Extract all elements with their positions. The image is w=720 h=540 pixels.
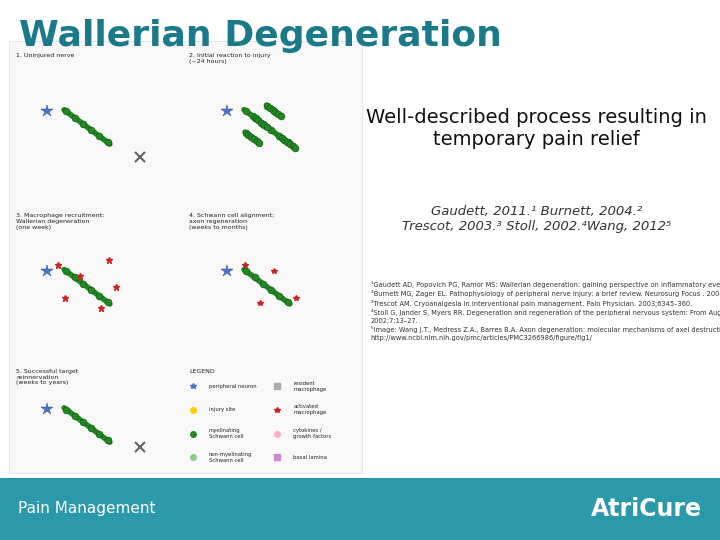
Text: AtriCure: AtriCure: [591, 497, 702, 521]
Text: myelin debris: myelin debris: [209, 478, 245, 484]
Text: Pain Management: Pain Management: [18, 502, 156, 516]
Text: 1. Uninjured nerve: 1. Uninjured nerve: [17, 53, 75, 58]
Text: injury site: injury site: [209, 407, 235, 413]
Bar: [9, 40, 362, 472]
Text: basal lamina: basal lamina: [293, 455, 327, 460]
Text: non-myelinating
Schwann cell: non-myelinating Schwann cell: [209, 452, 252, 463]
Text: peripheral neuron: peripheral neuron: [209, 383, 256, 389]
Text: 4. Schwann cell alignment;
axon regeneration
(weeks to months): 4. Schwann cell alignment; axon regenera…: [189, 213, 274, 230]
Text: Gaudett, 2011.¹ Burnett, 2004.²
Trescot, 2003.³ Stoll, 2002.⁴Wang, 2012⁵: Gaudett, 2011.¹ Burnett, 2004.² Trescot,…: [402, 205, 671, 233]
Text: 2. Initial reaction to injury
(~24 hours): 2. Initial reaction to injury (~24 hours…: [189, 53, 271, 64]
Text: 5. Successful target
reinnervation
(weeks to years): 5. Successful target reinnervation (week…: [17, 369, 78, 386]
Text: apoptotic Schwann cell: apoptotic Schwann cell: [209, 502, 270, 508]
Text: Well-described process resulting in
temporary pain relief: Well-described process resulting in temp…: [366, 108, 707, 149]
Text: 3. Macrophage recruitment;
Wallerian degeneration
(one week): 3. Macrophage recruitment; Wallerian deg…: [17, 213, 104, 230]
Text: LEGEND: LEGEND: [189, 369, 215, 374]
Text: Wallerian Degeneration: Wallerian Degeneration: [19, 19, 503, 53]
Text: resident
macrophage: resident macrophage: [293, 381, 327, 392]
Text: cytokines /
growth factors: cytokines / growth factors: [293, 428, 332, 439]
Text: ¹Gaudett AD, Popovich PG, Ramor MS: Wallerian degeneration: gaining perspective : ¹Gaudett AD, Popovich PG, Ramor MS: Wall…: [371, 281, 720, 341]
Text: activated
macrophage: activated macrophage: [293, 404, 327, 415]
Text: myelinating
Schwann cell: myelinating Schwann cell: [209, 428, 243, 439]
Bar: [0, 478, 720, 540]
